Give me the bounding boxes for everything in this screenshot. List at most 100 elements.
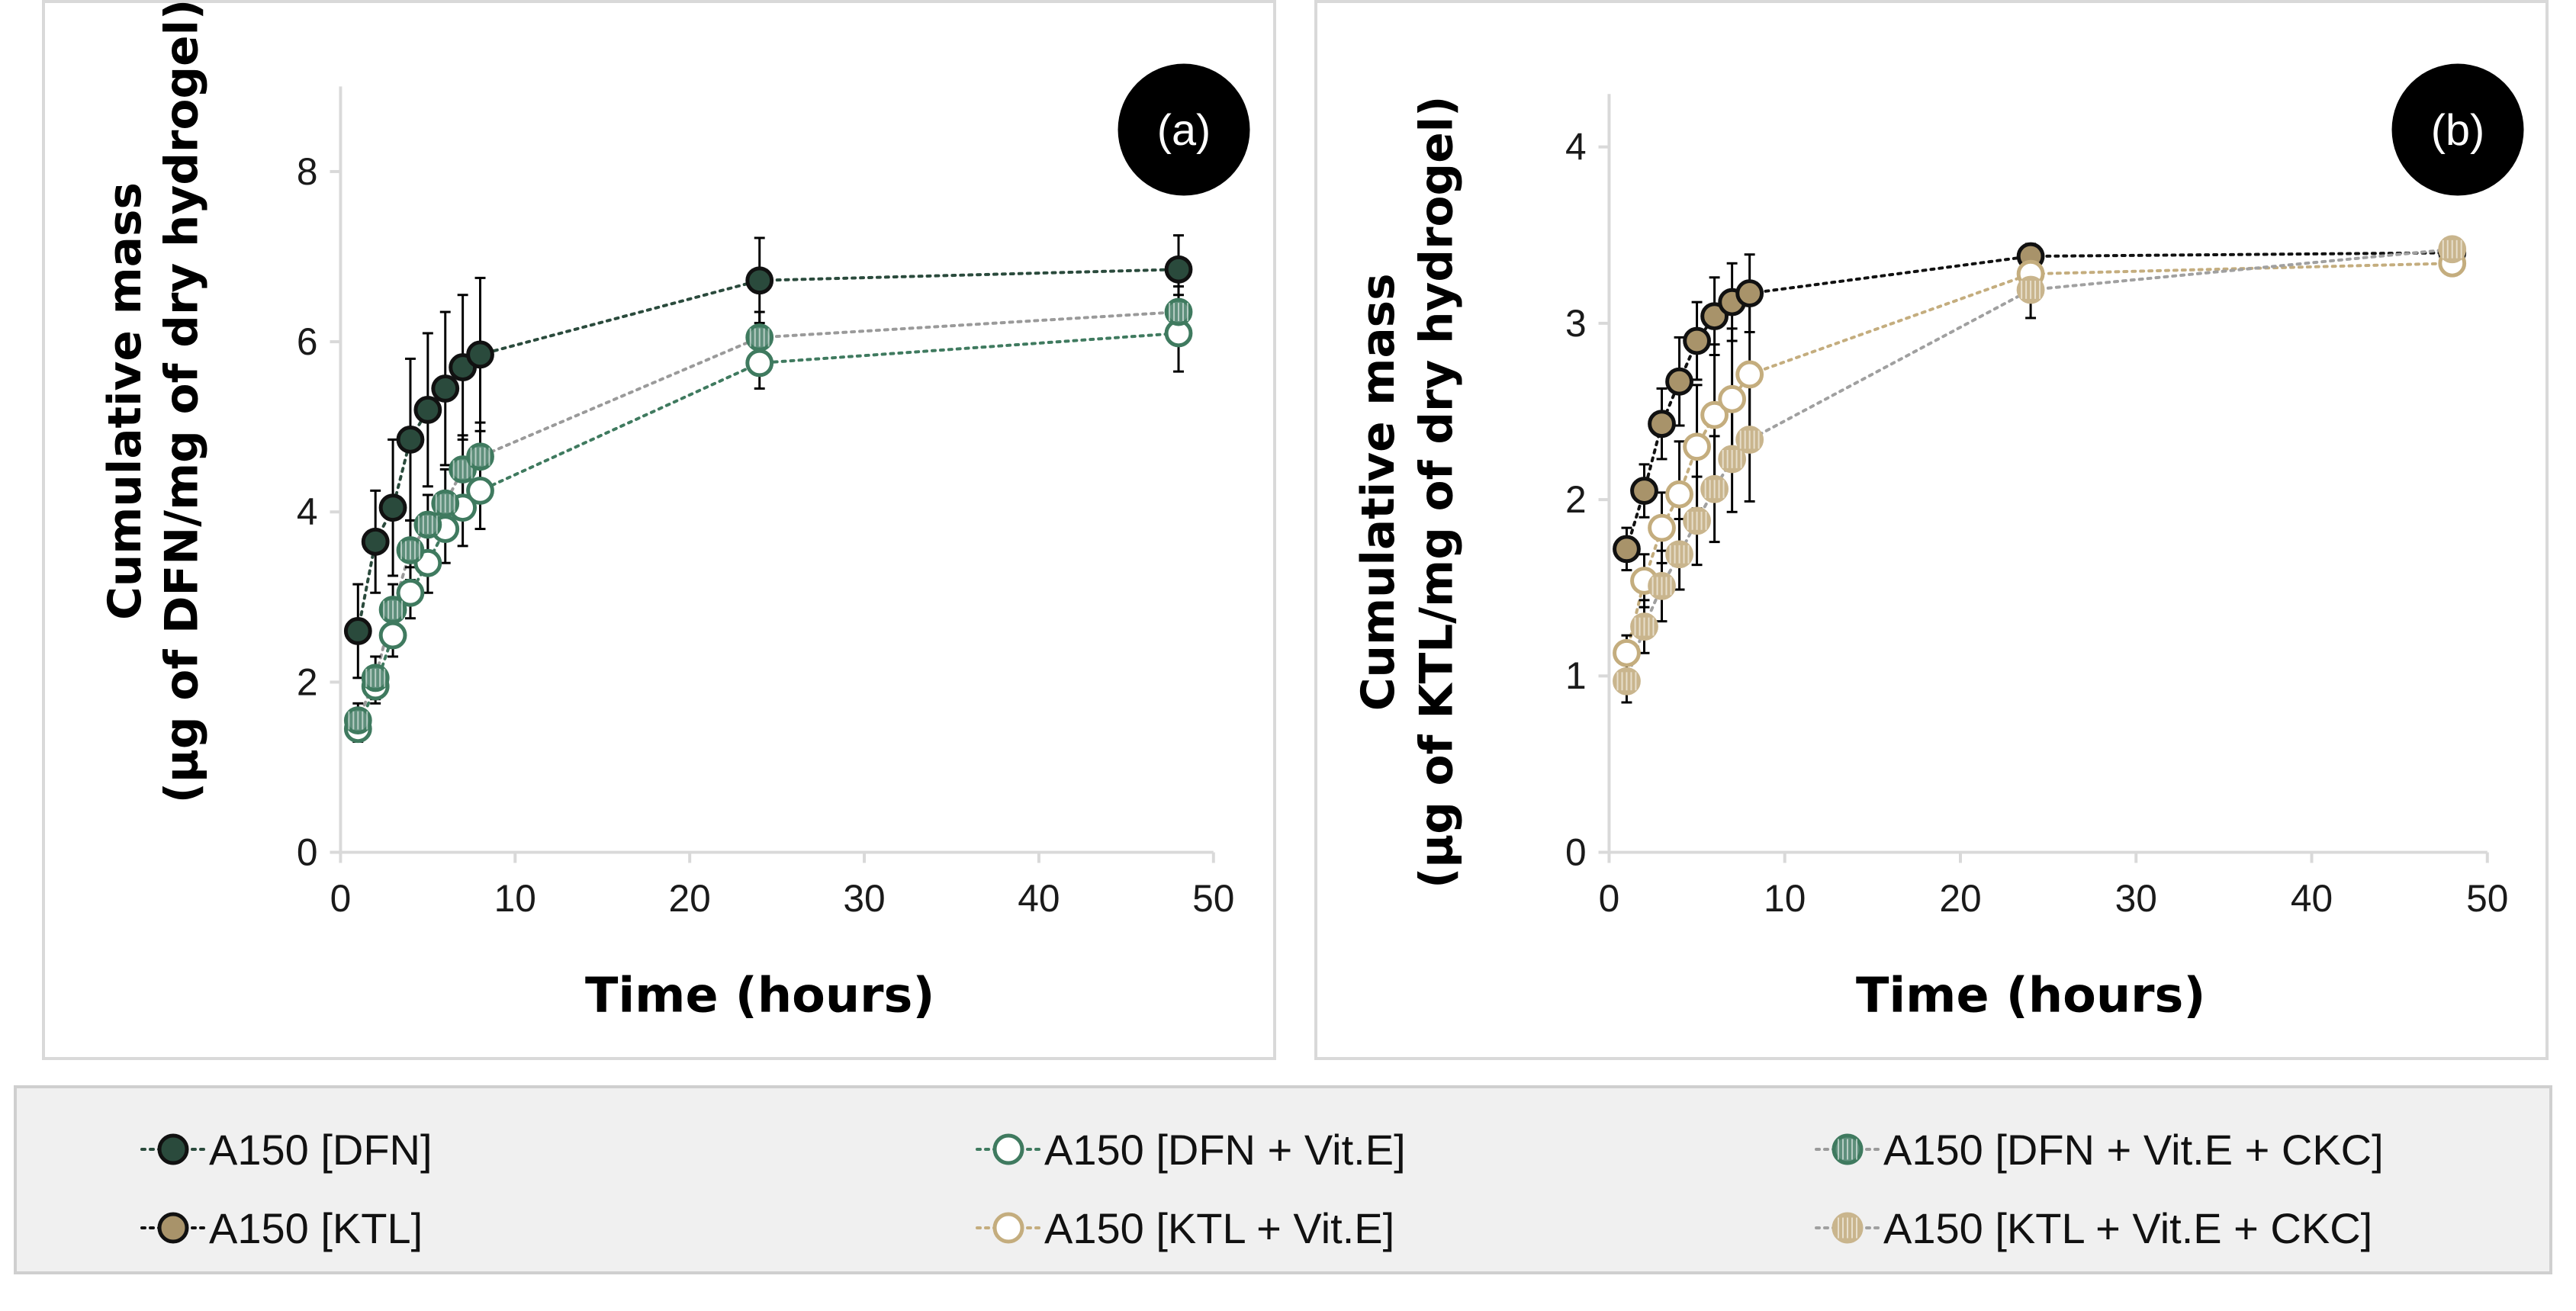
data-point-ktl bbox=[1648, 410, 1676, 439]
legend-marker-shape bbox=[157, 1212, 189, 1244]
x-tick-label: 40 bbox=[2291, 877, 2333, 920]
data-point-dfn bbox=[361, 527, 390, 556]
data-point-ktl_ckc bbox=[1630, 612, 1658, 641]
x-tick-label: 0 bbox=[1599, 877, 1620, 920]
chart-b-ylabel-line2: (µg of KTL/mg of dry hydrogel) bbox=[1411, 96, 1464, 888]
y-tick-label: 6 bbox=[297, 320, 318, 363]
legend-marker-hatched-tan bbox=[1815, 1212, 1880, 1244]
data-point-dfn_ckc bbox=[361, 664, 390, 692]
legend-item-a150-dfn: A150 [DFN] bbox=[139, 1119, 433, 1180]
chart-a-svg: 0 2 4 6 8 0 10 20 30 40 50 Cumulative mass (µg of … bbox=[99, 0, 1250, 1023]
legend-item-a150-dfn-vite: A150 [DFN + Vit.E] bbox=[974, 1119, 1406, 1180]
data-point-dfn bbox=[431, 374, 460, 403]
y-tick-label: 0 bbox=[1565, 831, 1587, 873]
chart-a-ylabel-line2: (µg of DFN/mg of dry hydrogel) bbox=[156, 0, 209, 803]
data-point-dfn_ckc bbox=[396, 536, 425, 564]
legend-marker-shape bbox=[992, 1133, 1024, 1165]
data-point-dfn_ckc bbox=[431, 489, 460, 518]
data-point-dfn_vite bbox=[378, 621, 407, 650]
x-tick-label: 30 bbox=[2115, 877, 2157, 920]
series-line-dfn_vite bbox=[356, 331, 1181, 731]
legend-item-a150-ktl-vite-ckc: A150 [KTL + Vit.E + CKC] bbox=[1813, 1197, 2372, 1258]
chart-panel-b: 0 1 2 3 4 0 10 20 30 40 50 Cumulative mass (µg of … bbox=[1314, 0, 2549, 1060]
data-point-dfn bbox=[378, 493, 407, 522]
legend-label: A150 [KTL + Vit.E] bbox=[1044, 1203, 1395, 1252]
series-line-ktl bbox=[1625, 251, 2454, 551]
y-tick-label: 2 bbox=[297, 660, 318, 703]
chart-b-ylabel-line1: Cumulative mass bbox=[1352, 273, 1405, 711]
series-line-dfn bbox=[356, 268, 1181, 633]
data-point-ktl bbox=[1665, 367, 1693, 396]
data-point-ktl bbox=[1630, 477, 1658, 505]
legend-marker-filled-dark-green bbox=[140, 1133, 206, 1165]
legend-marker-hatched-green bbox=[1815, 1133, 1880, 1165]
legend-marker-open-tan bbox=[976, 1212, 1041, 1244]
legend-marker-shape bbox=[1832, 1133, 1864, 1165]
chart-b-panel-label: (b) bbox=[2431, 106, 2484, 155]
data-point-ktl_vite bbox=[1700, 400, 1729, 429]
data-point-dfn_ckc bbox=[413, 510, 442, 539]
y-tick-label: 4 bbox=[297, 490, 318, 533]
chart-a-ylabel-line1: Cumulative mass bbox=[99, 182, 152, 620]
legend-label: A150 [DFN] bbox=[209, 1125, 433, 1174]
data-point-dfn bbox=[413, 395, 442, 424]
data-point-ktl_vite bbox=[1683, 432, 1711, 461]
y-tick-label: 4 bbox=[1565, 126, 1587, 169]
data-point-dfn bbox=[1164, 255, 1193, 284]
chart-a-panel-label: (a) bbox=[1157, 106, 1211, 155]
data-point-ktl bbox=[1735, 279, 1764, 307]
chart-panel-a: 0 2 4 6 8 0 10 20 30 40 50 Cumulative mass (µg of … bbox=[42, 0, 1276, 1060]
legend-label: A150 [DFN + Vit.E] bbox=[1044, 1125, 1406, 1174]
data-point-dfn bbox=[745, 266, 774, 295]
x-tick-label: 0 bbox=[330, 877, 352, 920]
legend-item-a150-ktl: A150 [KTL] bbox=[139, 1197, 423, 1258]
data-point-dfn bbox=[396, 426, 425, 454]
y-tick-label: 0 bbox=[297, 831, 318, 873]
chart-a-xlabel: Time (hours) bbox=[585, 967, 935, 1023]
chart-a-badge bbox=[1118, 63, 1250, 196]
data-point-ktl bbox=[1700, 302, 1729, 331]
x-tick-label: 20 bbox=[669, 877, 711, 920]
x-tick-label: 30 bbox=[843, 877, 885, 920]
data-point-ktl_ckc bbox=[1700, 474, 1729, 503]
data-point-ktl bbox=[1683, 326, 1711, 355]
y-tick-label: 3 bbox=[1565, 302, 1587, 345]
legend-label: A150 [KTL] bbox=[209, 1203, 423, 1252]
data-point-ktl_vite bbox=[1718, 384, 1747, 413]
legend-marker-shape bbox=[157, 1133, 189, 1165]
data-point-dfn bbox=[343, 617, 372, 645]
series-line-ktl_vite bbox=[1625, 262, 2454, 655]
legend-marker-open-green bbox=[976, 1133, 1041, 1165]
data-point-ktl bbox=[1613, 535, 1641, 564]
data-point-ktl_ckc bbox=[1718, 445, 1747, 474]
data-point-ktl_ckc bbox=[2016, 275, 2045, 304]
y-tick-label: 2 bbox=[1565, 478, 1587, 521]
data-point-ktl_vite bbox=[1613, 638, 1641, 667]
legend-marker-shape bbox=[1832, 1212, 1864, 1244]
data-point-dfn_ckc bbox=[343, 706, 372, 735]
data-point-ktl_ckc bbox=[1665, 540, 1693, 569]
data-point-dfn bbox=[466, 340, 494, 369]
legend-label: A150 [DFN + Vit.E + CKC] bbox=[1883, 1125, 2384, 1174]
x-tick-label: 50 bbox=[1192, 877, 1234, 920]
chart-b-xlabel: Time (hours) bbox=[1856, 967, 2206, 1023]
data-point-dfn_ckc bbox=[378, 596, 407, 624]
y-tick-label: 8 bbox=[297, 150, 318, 193]
data-point-ktl_ckc bbox=[1683, 506, 1711, 535]
x-tick-label: 40 bbox=[1018, 877, 1060, 920]
legend-label: A150 [KTL + Vit.E + CKC] bbox=[1883, 1203, 2373, 1252]
data-point-ktl_ckc bbox=[1613, 667, 1641, 696]
x-tick-label: 10 bbox=[494, 877, 536, 920]
data-point-dfn_ckc bbox=[1164, 297, 1193, 326]
data-point-dfn_vite bbox=[745, 349, 774, 378]
legend-item-a150-ktl-vite: A150 [KTL + Vit.E] bbox=[974, 1197, 1394, 1258]
legend-marker-filled-tan bbox=[140, 1212, 206, 1244]
data-point-ktl_vite bbox=[1648, 513, 1676, 542]
chart-b-badge bbox=[2391, 63, 2524, 196]
legend-item-a150-dfn-vite-ckc: A150 [DFN + Vit.E + CKC] bbox=[1813, 1119, 2384, 1180]
data-point-dfn_ckc bbox=[466, 442, 494, 471]
data-point-ktl_ckc bbox=[1648, 572, 1676, 600]
data-point-dfn_ckc bbox=[745, 323, 774, 352]
legend-marker-shape bbox=[992, 1212, 1024, 1244]
